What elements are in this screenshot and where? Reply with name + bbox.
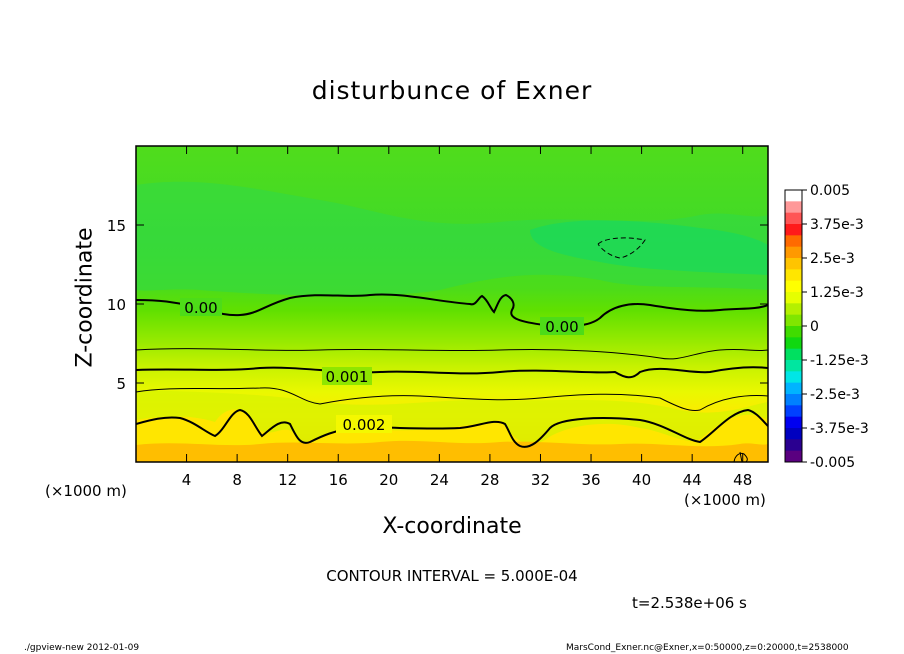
y-tick-label-1: 10 [107,296,126,314]
colorbar-swatch-0 [785,190,802,202]
colorbar: 0.005 3.75e-3 2.5e-3 1.25e-3 0 -1.25e-3 -2.5e-… [784,183,869,471]
colorbar-swatch-12 [785,326,802,338]
colorbar-swatch-8 [785,280,802,293]
colorbar-swatch-14 [785,348,802,361]
contour-line-0-00 [136,293,768,328]
x-tick-label-2: 12 [278,471,297,489]
contour-label-0-00b: 0.00 [545,318,578,336]
contour-label-0-001: 0.001 [326,368,369,386]
colorbar-swatch-6 [785,258,802,270]
colorbar-label-7: -3.75e-3 [810,421,869,437]
contour-line-0-0005 [136,348,768,360]
colorbar-label-6: -2.5e-3 [810,387,860,403]
colorbar-swatch-4 [785,235,802,248]
contour-line-0-002 [136,408,768,448]
contour-label-box-0 [180,298,222,316]
time-info: t=2.538e+06 s [632,594,747,612]
contour-line-0-0025 [733,451,748,462]
colorbar-swatch-21 [785,428,802,440]
x-tick-label-4: 20 [379,471,398,489]
bottom-orange-band [136,440,768,462]
colorbar-label-1: 3.75e-3 [810,217,864,233]
x-unit-right: (×1000 m) [684,491,766,509]
x-tick-label-6: 28 [480,471,499,489]
x-tick-label-11: 48 [733,471,752,489]
contour-interval-text: CONTOUR INTERVAL = 5.000E-04 [326,567,578,585]
colorbar-swatch-10 [785,303,802,316]
contour-line-0-0015 [136,387,768,411]
x-tick-label-1: 8 [232,471,242,489]
colorbar-label-3: 1.25e-3 [810,285,864,301]
colorbar-swatch-7 [785,269,802,282]
contour-label-0-00: 0.00 [184,299,217,317]
colorbar-label-5: -1.25e-3 [810,353,869,369]
colorbar-label-0: 0.005 [810,183,850,199]
colorbar-label-8: -0.005 [810,455,855,471]
colorbar-swatch-16 [785,371,802,384]
footer-right: MarsCond_Exner.nc@Exner,x=0:50000,z=0:20… [566,643,849,653]
colorbar-label-2: 2.5e-3 [810,251,855,267]
x-tick-label-9: 40 [632,471,651,489]
colorbar-swatch-22 [785,439,802,452]
chart-title: disturbunce of Exner [311,76,593,105]
colorbar-swatch-20 [785,416,802,429]
colorbar-label-4: 0 [810,319,819,335]
colorbar-swatch-9 [785,292,802,304]
contour-label-box-2 [336,415,392,433]
colorbar-swatch-5 [785,246,802,259]
colorbar-swatch-15 [785,360,802,372]
upper-light-patch [530,220,768,275]
y-tick-label-2: 15 [107,217,126,235]
colorbar-swatch-13 [785,337,802,350]
footer-left: ./gpview-new 2012-01-09 [24,643,140,653]
contour-line-negative [597,237,646,259]
x-unit-left: (×1000 m) [45,482,127,500]
contour-label-0-002: 0.002 [343,416,386,434]
x-tick-label-0: 4 [182,471,192,489]
contour-label-box-1 [322,367,372,385]
x-tick-label-8: 36 [581,471,600,489]
contour-line-0-001 [136,366,768,379]
colorbar-swatch-3 [785,224,802,236]
x-tick-label-10: 44 [683,471,702,489]
contour-label-box-0b [540,317,584,335]
colorbar-swatch-23 [785,450,802,463]
colorbar-swatch-11 [785,314,802,327]
x-axis-label: X-coordinate [382,514,522,539]
colorbar-swatch-18 [785,394,802,406]
colorbar-swatch-1 [785,201,802,214]
x-tick-label-5: 24 [430,471,449,489]
x-tick-label-7: 32 [531,471,550,489]
upper-green-band [136,181,768,296]
x-tick-label-3: 16 [329,471,348,489]
colorbar-swatch-19 [785,405,802,418]
colorbar-swatch-2 [785,212,802,225]
y-tick-label-0: 5 [116,375,126,393]
colorbar-swatch-17 [785,382,802,395]
